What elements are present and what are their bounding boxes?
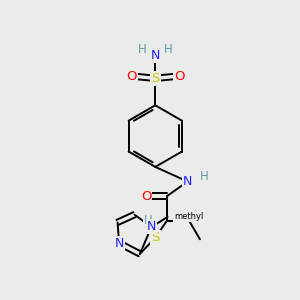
Text: S: S [151,72,160,85]
Text: O: O [141,190,151,203]
Text: N: N [114,237,124,250]
Text: N: N [151,49,160,62]
Text: H: H [144,214,153,227]
Text: O: O [126,70,137,83]
Text: H: H [138,44,147,56]
Text: H: H [164,44,173,56]
Text: S: S [151,231,160,244]
Text: H: H [200,170,208,183]
Text: N: N [147,220,156,233]
Text: methyl: methyl [174,212,203,221]
Text: O: O [174,70,184,83]
Text: N: N [183,175,192,188]
